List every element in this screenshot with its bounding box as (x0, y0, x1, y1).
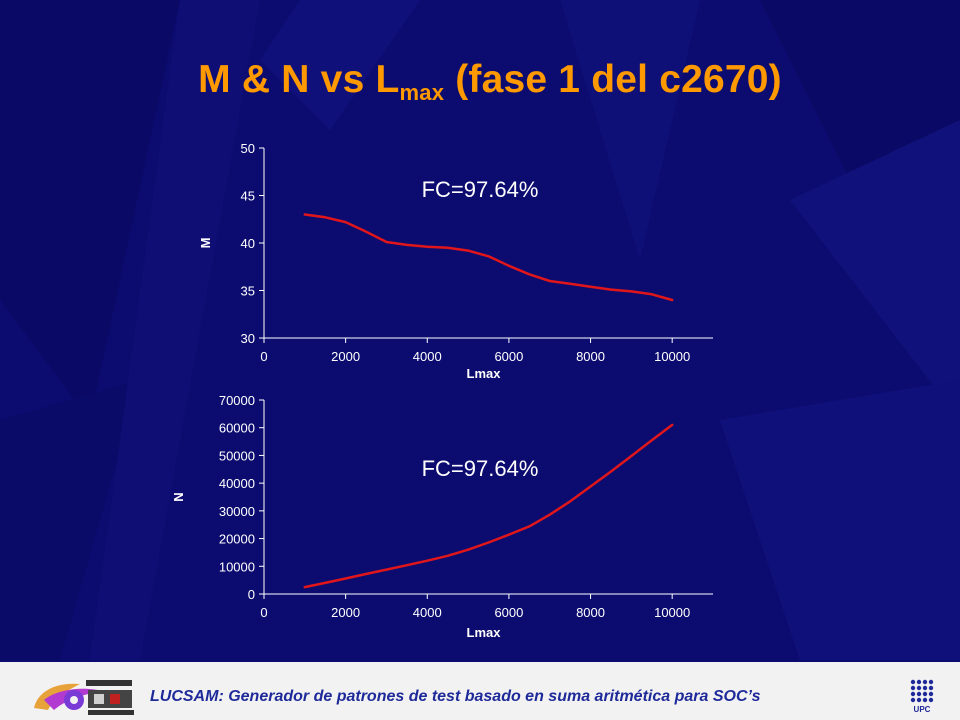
y-tick-label: 30 (241, 331, 255, 346)
y-tick-label: 30000 (219, 504, 255, 519)
x-tick-label: 10000 (654, 605, 690, 620)
chart-2: 0 10000 20000 30000 40000 50000 60000 70000 0 200… (171, 393, 713, 640)
y-axis-label: M (198, 238, 213, 249)
y-tick-label: 0 (248, 587, 255, 602)
x-tick-label: 10000 (654, 349, 690, 364)
fc-annotation: FC=97.64% (422, 456, 539, 481)
y-tick-label: 10000 (219, 559, 255, 574)
y-tick-label: 50000 (219, 448, 255, 463)
y-tick-label: 20000 (219, 532, 255, 547)
y-tick-label: 50 (241, 141, 255, 156)
chart-1: 30 35 40 45 50 0 2000 4000 6000 8000 10000 Lmax M FC=… (198, 141, 713, 381)
x-tick-label: 2000 (331, 605, 360, 620)
x-tick-label: 0 (260, 349, 267, 364)
y-axis-label: N (171, 492, 186, 501)
y-tick-label: 45 (241, 189, 255, 204)
y-tick-label: 60000 (219, 421, 255, 436)
x-axis-label: Lmax (467, 625, 502, 640)
y-tick-label: 35 (241, 284, 255, 299)
upc-logo-label: UPC (914, 705, 931, 714)
x-tick-label: 6000 (494, 605, 523, 620)
x-tick-label: 2000 (331, 349, 360, 364)
upc-logo: UPC (910, 679, 934, 714)
slide-title: M & N vs Lmax (fase 1 del c2670) (198, 58, 782, 105)
x-tick-label: 8000 (576, 605, 605, 620)
x-tick-label: 0 (260, 605, 267, 620)
series-line-1 (303, 213, 674, 302)
y-tick-label: 70000 (219, 393, 255, 408)
x-tick-label: 6000 (494, 349, 523, 364)
x-tick-label: 4000 (413, 349, 442, 364)
lucsam-logo (34, 680, 134, 715)
footer-caption: LUCSAM: Generador de patrones de test ba… (150, 688, 761, 705)
x-tick-label: 4000 (413, 605, 442, 620)
x-axis-label: Lmax (467, 366, 502, 381)
y-tick-label: 40 (241, 236, 255, 251)
y-tick-label: 40000 (219, 476, 255, 491)
x-tick-label: 8000 (576, 349, 605, 364)
series-line-1 (303, 423, 674, 589)
fc-annotation: FC=97.64% (422, 177, 539, 202)
footer-bar (0, 662, 960, 720)
